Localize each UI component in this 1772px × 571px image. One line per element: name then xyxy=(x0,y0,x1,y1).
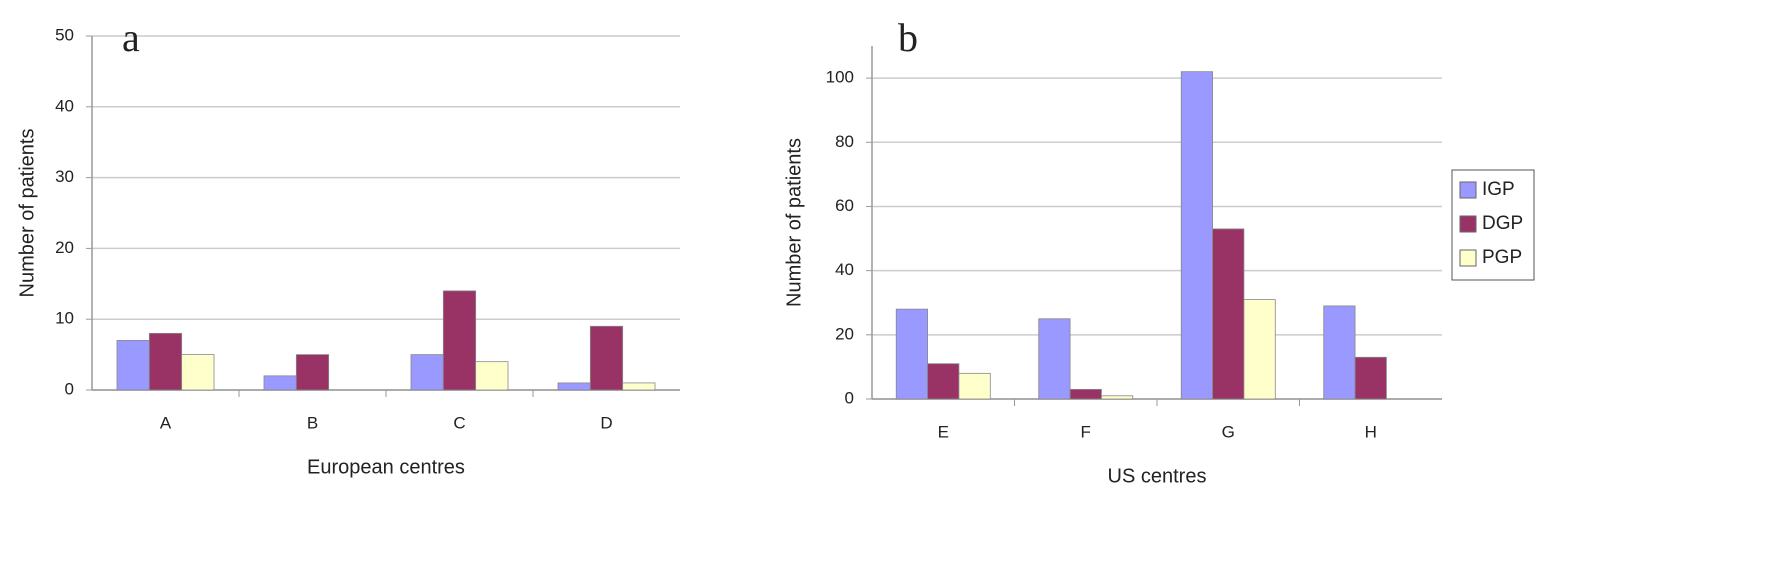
y-tick-label: 80 xyxy=(835,132,854,151)
bar xyxy=(295,354,330,391)
bar xyxy=(1323,305,1356,400)
x-axis-label: European centres xyxy=(307,456,465,478)
legend-swatch xyxy=(1459,215,1477,233)
bar xyxy=(442,290,477,391)
legend-swatch xyxy=(1459,249,1477,267)
legend-label: IGP xyxy=(1482,179,1515,200)
bar xyxy=(895,308,928,400)
y-tick-label: 40 xyxy=(835,260,854,279)
y-tick-label: 0 xyxy=(65,379,74,398)
y-axis-label: Number of patients xyxy=(16,129,38,298)
bar xyxy=(589,325,624,391)
y-tick-label: 100 xyxy=(826,68,854,87)
x-tick-label: B xyxy=(307,413,318,432)
bar xyxy=(116,340,150,391)
y-tick-label: 50 xyxy=(55,25,74,44)
x-tick-label: H xyxy=(1365,422,1377,441)
y-tick-label: 10 xyxy=(55,309,74,328)
bar xyxy=(958,372,991,400)
y-tick-label: 40 xyxy=(55,96,74,115)
y-tick-label: 0 xyxy=(845,388,854,407)
x-tick-label: F xyxy=(1081,422,1091,441)
bar xyxy=(622,382,656,391)
bar xyxy=(1354,356,1387,400)
bar xyxy=(1243,299,1276,400)
legend-label: DGP xyxy=(1482,213,1523,234)
bar xyxy=(181,354,215,391)
bar xyxy=(557,382,591,391)
y-tick-label: 20 xyxy=(55,238,74,257)
y-tick-label: 20 xyxy=(835,324,854,343)
legend-label: PGP xyxy=(1482,247,1522,268)
bar xyxy=(1069,388,1102,400)
x-tick-label: E xyxy=(938,422,949,441)
y-tick-label: 30 xyxy=(55,167,74,186)
y-tick-label: 60 xyxy=(835,196,854,215)
bar xyxy=(927,363,960,400)
bar xyxy=(263,375,297,391)
x-tick-label: A xyxy=(160,413,172,432)
bar xyxy=(1038,318,1071,400)
bar xyxy=(475,361,509,391)
bar xyxy=(1180,71,1213,400)
x-tick-label: D xyxy=(600,413,612,432)
bar xyxy=(148,332,183,391)
bar xyxy=(1101,395,1134,400)
x-tick-label: C xyxy=(453,413,465,432)
legend-swatch xyxy=(1459,181,1477,199)
x-tick-label: G xyxy=(1222,422,1235,441)
x-axis-label: US centres xyxy=(1108,465,1207,487)
panel-label: a xyxy=(122,15,140,60)
panel-label: b xyxy=(898,15,918,60)
bar xyxy=(410,354,444,391)
bar xyxy=(1212,228,1245,400)
y-axis-label: Number of patients xyxy=(783,138,805,307)
